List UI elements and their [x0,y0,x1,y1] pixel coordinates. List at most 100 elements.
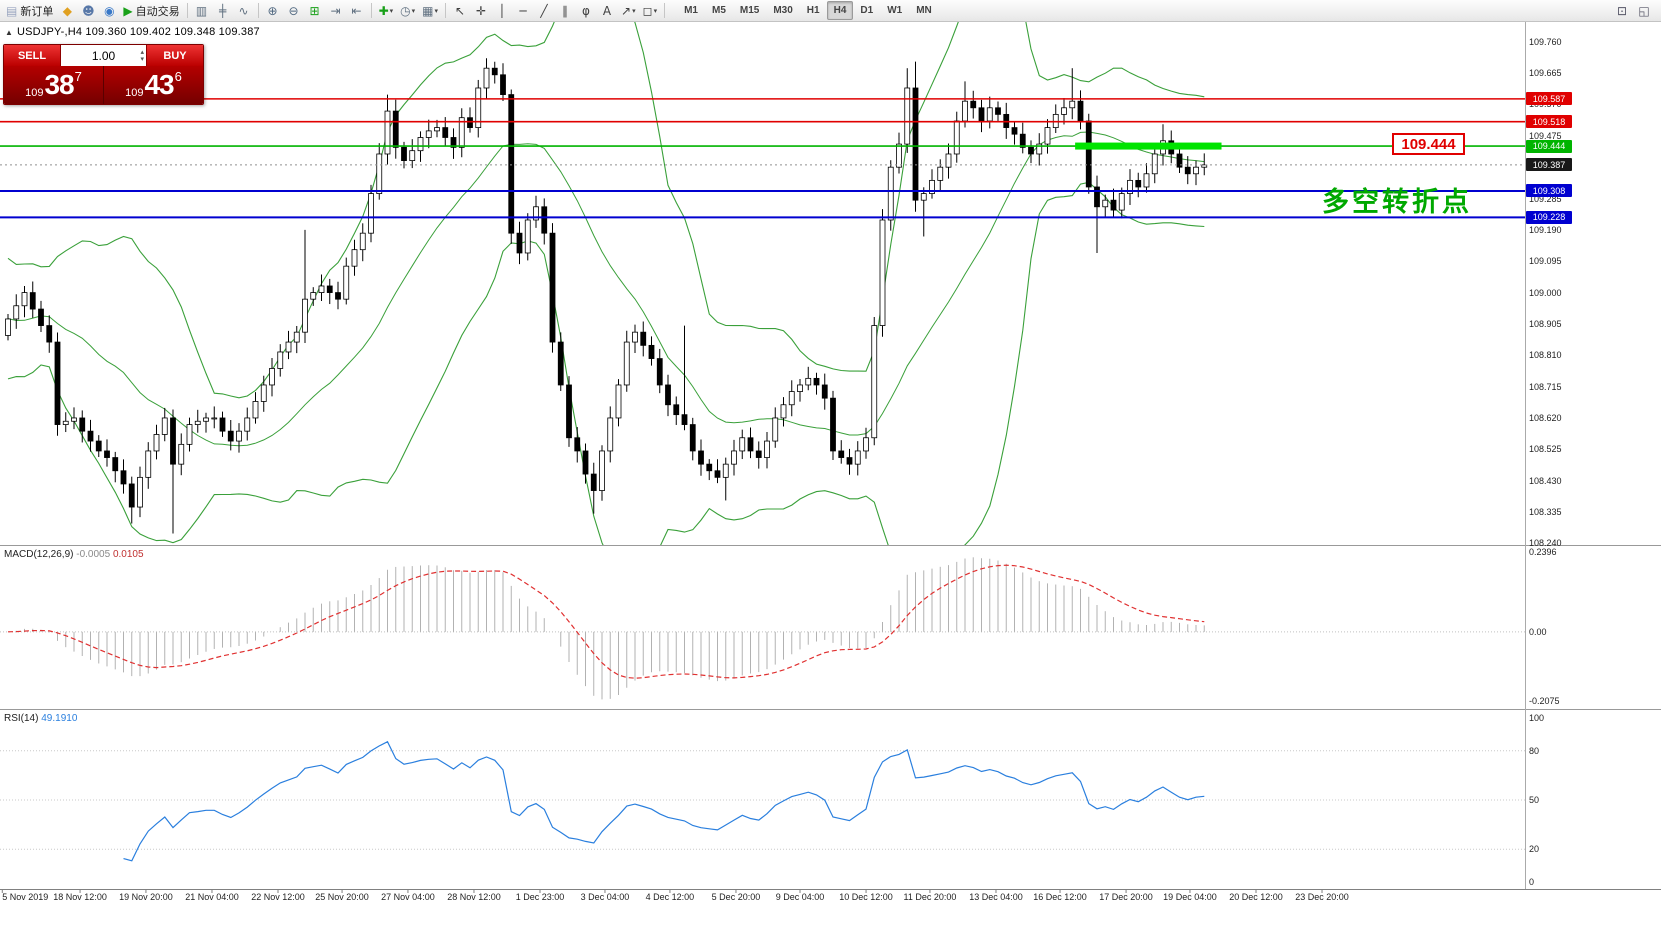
indicators-button[interactable]: ✚ ▾ [376,1,397,21]
horizontal-line-button[interactable]: ─ [513,1,533,21]
volume-field[interactable]: 1.00 ▴ ▾ [60,45,147,66]
dropdown-caret-icon[interactable]: ▾ [653,6,658,15]
macd-histogram [15,557,1205,700]
dropdown-caret-icon[interactable]: ▾ [632,6,636,15]
dropdown-caret-icon[interactable]: ▾ [434,6,439,15]
tile-windows-button[interactable]: ⊞ [305,1,325,21]
volume-spinner[interactable]: ▴ ▾ [140,45,144,66]
channel-button[interactable]: ∥ [555,1,575,21]
timeframe-d1[interactable]: D1 [860,5,874,16]
new-order-button-label: 新订单 [20,4,54,18]
rsi-header: RSI(14) 49.1910 [4,713,77,724]
fibonacci-icon: φ [582,3,590,18]
metaeditor-button[interactable]: ◆ [57,1,77,21]
metaeditor-icon: ◆ [62,3,72,18]
toolbar-separator [445,3,447,18]
auto-scroll-button[interactable]: ⇥ [326,1,346,21]
toolbar-separator [257,3,259,18]
sell-price[interactable]: 109 38 7 [4,66,103,104]
price-plot[interactable] [0,0,1525,591]
macd-header: MACD(12,26,9) -0.0005 0.0105 [4,549,144,560]
cursor-icon: ↖ [454,3,466,18]
macd-plot[interactable] [0,557,1525,700]
indicators-icon: ✚ [378,3,389,18]
spinner-up-icon[interactable]: ▴ [140,48,144,56]
price-callout-box[interactable]: 109.444 [1392,133,1465,155]
crosshair-icon: ✛ [475,3,487,18]
new-order-icon: ▤ [6,3,18,18]
templates-icon: ▦ [422,3,434,18]
highlight-segment[interactable] [1075,142,1222,150]
dropdown-caret-icon[interactable]: ▾ [389,6,394,15]
autotrading-icon: ▶ [123,3,133,18]
community-button[interactable]: ◉ [99,1,119,21]
accounts-button[interactable]: ☻ [78,1,98,21]
tile-windows-icon: ⊞ [309,3,320,18]
buy-price-prefix: 109 [125,87,144,99]
dock-window-button[interactable]: ⊡ [1616,3,1628,18]
bar-chart-button[interactable]: ▥ [192,1,212,21]
trendline-button[interactable]: ╱ [534,1,554,21]
macd-signal-line [7,564,1205,679]
new-order-button[interactable]: ▤ 新订单 [3,1,56,21]
oneclick-collapse-icon[interactable]: ▲ [5,28,13,37]
vertical-line-icon: │ [498,3,506,18]
zoom-out-icon: ⊖ [288,3,299,18]
arrows-button[interactable]: ↗ ▾ [618,1,639,21]
crosshair-button[interactable]: ✛ [471,1,491,21]
symbol-info: USDJPY-,H4 109.360 109.402 109.348 109.3… [17,26,260,38]
timeframe-mn[interactable]: MN [916,5,932,16]
chart-shift-button[interactable]: ⇤ [347,1,367,21]
candlestick-series [5,58,1208,534]
timeframe-m1[interactable]: M1 [684,5,698,16]
zoom-in-button[interactable]: ⊕ [263,1,283,21]
buy-price-sup: 6 [174,69,182,84]
rsi-title: RSI(14) [4,713,39,724]
timeframe-w1[interactable]: W1 [887,5,903,16]
macd-signal-value: 0.0105 [112,549,144,560]
popup-window-button[interactable]: ◱ [1638,3,1650,18]
macd-main-value: -0.0005 [76,549,111,560]
bollinger-lower-band [7,181,1205,545]
buy-button[interactable]: BUY [147,45,203,66]
timeframe-h1[interactable]: H1 [806,5,820,16]
zoom-in-icon: ⊕ [267,3,278,18]
periods-button[interactable]: ◷ ▾ [397,1,418,21]
toolbar-separator [186,3,188,18]
horizontal-line-icon: ─ [519,3,527,18]
timeframe-m5[interactable]: M5 [711,5,726,16]
text-button[interactable]: A [597,1,617,21]
cursor-button[interactable]: ↖ [450,1,470,21]
price-divider [103,66,104,104]
sell-price-big: 38 [44,69,74,100]
vertical-line-button[interactable]: │ [492,1,512,21]
one-click-trading-panel: SELL 1.00 ▴ ▾ BUY 109 38 7 109 43 6 [3,44,204,105]
shapes-button[interactable]: ◻ ▾ [640,1,660,21]
zoom-out-button[interactable]: ⊖ [284,1,304,21]
sell-price-prefix: 109 [25,87,44,99]
turning-point-label[interactable]: 多空转折点 [1322,187,1472,218]
timeframe-group: M1 M5 M15 M30 H1 H4 D1 W1 MN [677,1,939,20]
timeframe-h4[interactable]: H4 [826,1,854,20]
candlestick-chart-button[interactable]: ╪ [213,1,233,21]
autotrading-button-label: 自动交易 [135,4,180,18]
dropdown-caret-icon[interactable]: ▾ [411,6,416,15]
spinner-down-icon[interactable]: ▾ [140,55,144,63]
buy-price[interactable]: 109 43 6 [104,66,203,104]
text-icon: A [602,3,612,18]
line-chart-button[interactable]: ∿ [234,1,254,21]
shapes-icon: ◻ [642,3,653,18]
community-icon: ◉ [104,3,115,18]
trendline-icon: ╱ [540,3,548,18]
chart-shift-icon: ⇤ [351,3,362,18]
rsi-plot[interactable] [0,740,1525,862]
sell-button[interactable]: SELL [4,45,60,66]
templates-button[interactable]: ▦ ▾ [419,1,441,21]
periods-icon: ◷ [400,3,411,18]
autotrading-button[interactable]: ▶ 自动交易 [120,1,182,21]
timeframe-m15[interactable]: M15 [739,5,760,16]
toolbar-right-group: ⊡ ◱ [1612,1,1658,21]
fibonacci-button[interactable]: φ [576,1,596,21]
timeframe-m30[interactable]: M30 [773,5,793,16]
